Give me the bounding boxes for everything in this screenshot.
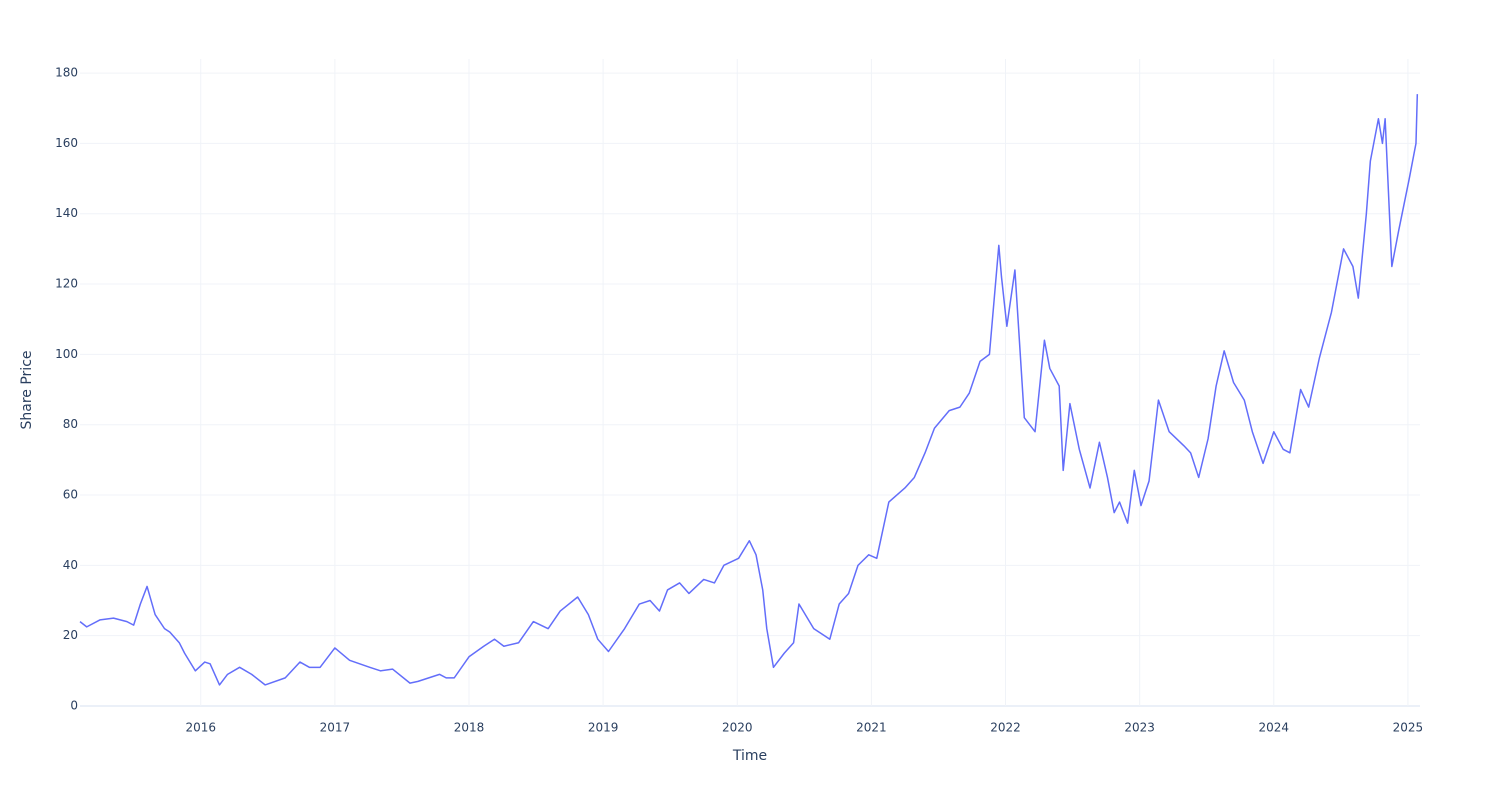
x-tick-label: 2017 xyxy=(320,721,351,735)
x-tick-label: 2022 xyxy=(990,721,1021,735)
y-tick-label: 180 xyxy=(55,66,78,80)
x-tick-label: 2023 xyxy=(1124,721,1155,735)
y-tick-label: 80 xyxy=(63,417,78,431)
y-tick-label: 20 xyxy=(63,628,78,642)
x-tick-label: 2016 xyxy=(185,721,216,735)
price-line xyxy=(79,94,1419,686)
y-tick-label: 40 xyxy=(63,558,78,572)
x-tick-label: 2021 xyxy=(856,721,887,735)
y-tick-label: 140 xyxy=(55,206,78,220)
x-axis-title: Time xyxy=(732,748,767,764)
x-tick-label: 2020 xyxy=(722,721,753,735)
y-axis-title: Share Price xyxy=(19,350,35,429)
y-tick-label: 100 xyxy=(55,347,78,361)
y-tick-label: 60 xyxy=(63,488,78,502)
x-tick-label: 2018 xyxy=(454,721,485,735)
y-tick-label: 120 xyxy=(55,277,78,291)
x-tick-label: 2019 xyxy=(588,721,619,735)
y-tick-label: 0 xyxy=(70,699,78,713)
x-tick-label: 2025 xyxy=(1393,721,1424,735)
x-tick-label: 2024 xyxy=(1259,721,1290,735)
y-tick-label: 160 xyxy=(55,136,78,150)
